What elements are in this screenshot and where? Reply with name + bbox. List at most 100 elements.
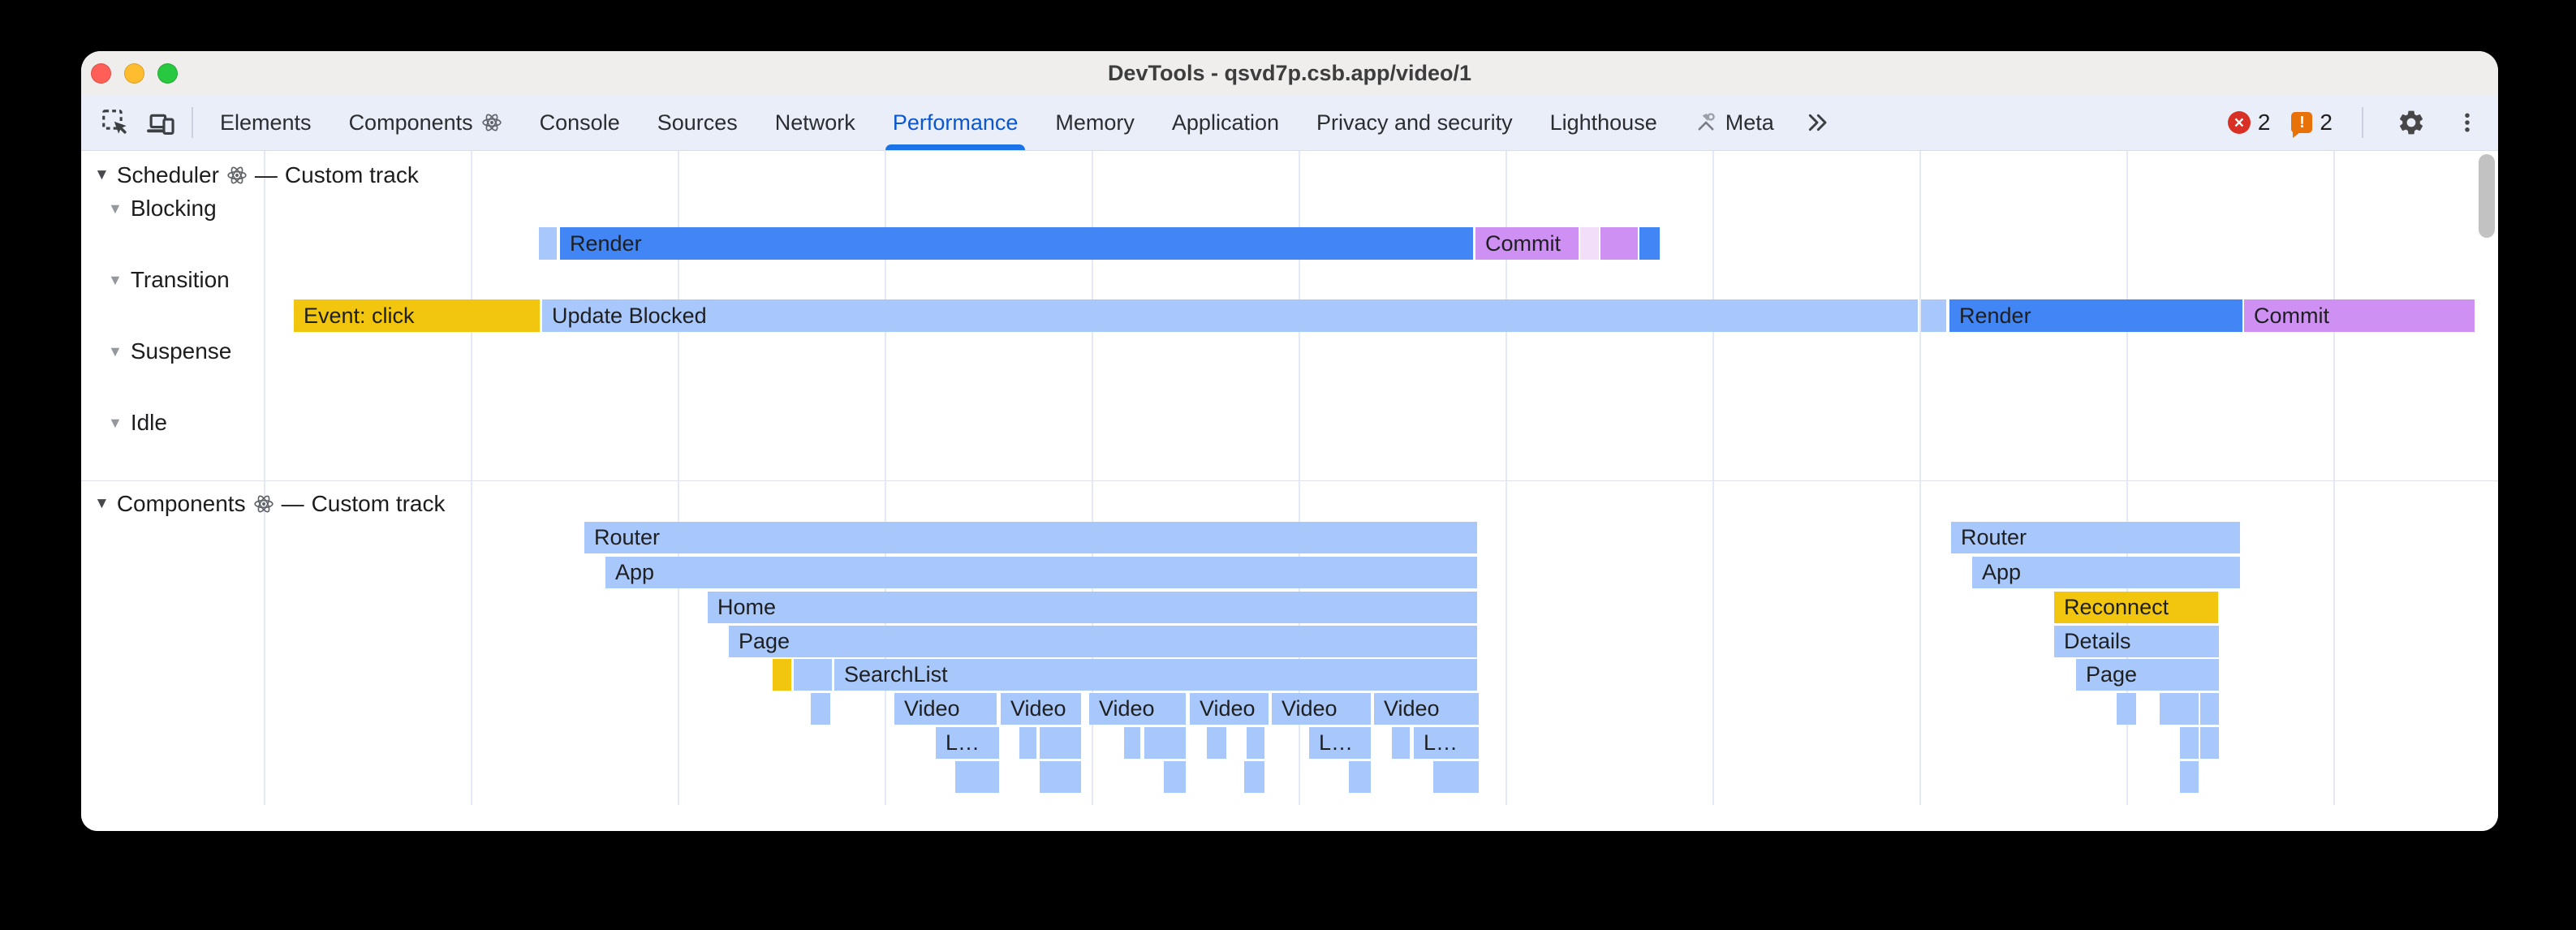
flame-bar[interactable]	[1207, 727, 1226, 759]
flame-bar-l[interactable]: L…	[1309, 727, 1371, 759]
more-tabs-button[interactable]	[1793, 95, 1842, 150]
track-header-components[interactable]: ▼ Components — Custom track	[89, 491, 450, 517]
lane-label-idle[interactable]: ▼ Idle	[108, 410, 167, 435]
tab-label: Console	[539, 110, 620, 135]
zoom-window-button[interactable]	[157, 62, 178, 84]
devtools-tab-meta[interactable]: Meta	[1676, 95, 1793, 150]
flame-bar[interactable]	[2200, 727, 2219, 759]
flame-bar[interactable]	[1433, 761, 1479, 793]
flame-bar-page[interactable]: Page	[2076, 659, 2219, 691]
flame-bar-video[interactable]: Video	[1089, 693, 1186, 725]
gear-icon	[2397, 108, 2426, 137]
flame-bar[interactable]	[1392, 727, 1410, 759]
lane-name: Blocking	[130, 196, 217, 221]
track-dash: —	[254, 162, 278, 187]
flame-bar-event-click[interactable]: Event: click	[294, 299, 540, 332]
flame-bar-video[interactable]: Video	[1374, 693, 1479, 725]
gridline	[1092, 151, 1093, 805]
flame-bar-l[interactable]: L…	[1414, 727, 1479, 759]
flame-bar[interactable]	[2180, 727, 2199, 759]
flame-bar[interactable]	[1244, 761, 1264, 793]
gridline	[1299, 151, 1300, 805]
performance-flamechart: ▼ Scheduler — Custom track ▼ Blocking ▼ …	[81, 151, 2498, 831]
lane-label-blocking[interactable]: ▼ Blocking	[108, 196, 217, 221]
flame-bar-details[interactable]: Details	[2054, 626, 2219, 657]
kebab-menu-button[interactable]	[2451, 110, 2483, 135]
close-window-button[interactable]	[91, 62, 111, 84]
flame-bar-app[interactable]: App	[1972, 557, 2240, 588]
lane-name: Transition	[130, 267, 230, 292]
flame-bar[interactable]	[1040, 727, 1081, 759]
flame-bar[interactable]	[1349, 761, 1371, 793]
devtools-tab-components[interactable]: Components	[330, 95, 521, 150]
flame-bar[interactable]	[1580, 227, 1599, 260]
flame-bar-video[interactable]: Video	[1272, 693, 1371, 725]
flame-bar[interactable]	[1921, 299, 1946, 332]
inspect-cursor-icon	[100, 107, 131, 138]
devtools-tab-application[interactable]: Application	[1153, 95, 1298, 150]
flame-bar-video[interactable]: Video	[1001, 693, 1081, 725]
flame-bar[interactable]	[1040, 761, 1081, 793]
tab-label: Meta	[1725, 110, 1774, 135]
settings-button[interactable]	[2393, 108, 2430, 137]
devtools-tab-memory[interactable]: Memory	[1036, 95, 1153, 150]
lane-name: Suspense	[130, 338, 232, 364]
flame-bar[interactable]	[773, 659, 791, 691]
minimize-window-button[interactable]	[124, 62, 144, 84]
gridline	[2126, 151, 2128, 805]
flame-bar-video[interactable]: Video	[1190, 693, 1269, 725]
flame-bar-reconnect[interactable]: Reconnect	[2054, 592, 2218, 623]
flame-bar-render[interactable]: Render	[560, 227, 1473, 260]
vertical-scrollbar-thumb[interactable]	[2479, 154, 2495, 238]
devtools-tab-network[interactable]: Network	[756, 95, 874, 150]
tab-label: Components	[348, 110, 473, 135]
flame-bar-page[interactable]: Page	[729, 626, 1477, 657]
flame-bar-router[interactable]: Router	[584, 522, 1477, 553]
flame-bar[interactable]	[811, 693, 830, 725]
devtools-tab-sources[interactable]: Sources	[639, 95, 756, 150]
lane-name: Idle	[130, 410, 167, 435]
flame-bar[interactable]	[2200, 693, 2219, 725]
warning-badge[interactable]: ! 2	[2291, 110, 2333, 138]
flame-bar-app[interactable]: App	[605, 557, 1477, 588]
flame-bar[interactable]	[955, 761, 999, 793]
flame-bar[interactable]	[2180, 761, 2199, 793]
flame-bar[interactable]	[1639, 227, 1660, 260]
flame-bar[interactable]	[794, 659, 832, 691]
flame-bar-update-blocked[interactable]: Update Blocked	[542, 299, 1918, 332]
inspect-element-button[interactable]	[93, 95, 138, 150]
lane-label-suspense[interactable]: ▼ Suspense	[108, 338, 232, 364]
device-toolbar-button[interactable]	[138, 95, 183, 150]
error-icon: ×	[2227, 111, 2251, 134]
flame-bar-render[interactable]: Render	[1949, 299, 2242, 332]
devtools-tab-privacy-and-security[interactable]: Privacy and security	[1298, 95, 1531, 150]
flame-bar[interactable]	[1247, 727, 1264, 759]
tab-label: Lighthouse	[1549, 110, 1657, 135]
warning-icon: !	[2291, 112, 2313, 138]
track-header-scheduler[interactable]: ▼ Scheduler — Custom track	[89, 162, 424, 188]
flame-bar[interactable]	[1124, 727, 1140, 759]
flame-bar[interactable]	[1144, 727, 1186, 759]
flame-bar-video[interactable]: Video	[894, 693, 997, 725]
devtools-tab-performance[interactable]: Performance	[874, 95, 1037, 150]
gridline	[264, 151, 265, 805]
flame-bar-router[interactable]: Router	[1951, 522, 2240, 553]
devtools-tab-elements[interactable]: Elements	[201, 95, 330, 150]
devtools-tab-console[interactable]: Console	[521, 95, 639, 150]
flame-bar[interactable]	[1019, 727, 1036, 759]
flame-bar-searchlist[interactable]: SearchList	[834, 659, 1477, 691]
flame-bar[interactable]	[1164, 761, 1186, 793]
flame-bar[interactable]	[539, 227, 557, 260]
traffic-lights	[91, 51, 178, 95]
device-toolbar-icon	[145, 107, 176, 138]
flame-bar-home[interactable]: Home	[708, 592, 1477, 623]
flame-bar[interactable]	[2160, 693, 2199, 725]
flame-bar[interactable]	[1600, 227, 1638, 260]
flame-bar-commit[interactable]: Commit	[1475, 227, 1579, 260]
flame-bar[interactable]	[2117, 693, 2136, 725]
flame-bar-l[interactable]: L…	[936, 727, 999, 759]
lane-label-transition[interactable]: ▼ Transition	[108, 267, 230, 292]
flame-bar-commit[interactable]: Commit	[2244, 299, 2475, 332]
devtools-tab-lighthouse[interactable]: Lighthouse	[1531, 95, 1676, 150]
error-badge[interactable]: × 2	[2227, 110, 2270, 136]
